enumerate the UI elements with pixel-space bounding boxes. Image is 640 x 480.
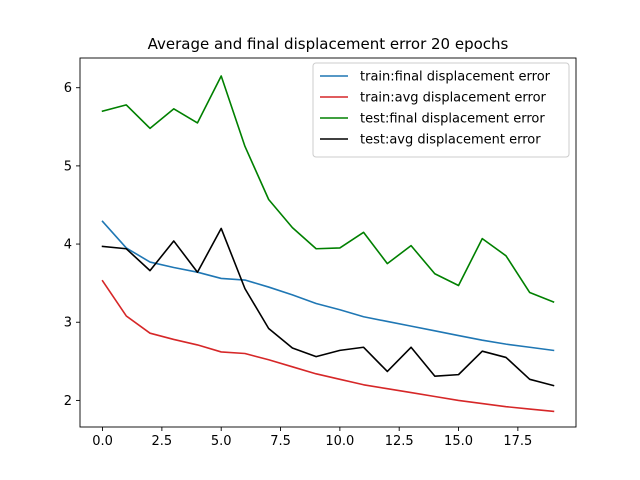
x-tick-label: 12.5 bbox=[385, 434, 414, 449]
axes-layer: 0.0 2.5 5.0 7.5 10.0 12.5 15.0 17.5 2 3 4 5 6 bbox=[64, 57, 577, 449]
chart-title: Average and final displacement error 20 … bbox=[148, 35, 509, 53]
x-tick-label: 15.0 bbox=[444, 434, 473, 449]
y-tick-label: 2 bbox=[64, 394, 72, 409]
series-line-1 bbox=[101, 220, 555, 352]
legend-label: train:avg displacement error bbox=[360, 91, 547, 106]
x-tick-label: 2.5 bbox=[152, 434, 173, 449]
legend-label: test:avg displacement error bbox=[360, 133, 541, 148]
series-layer bbox=[101, 75, 555, 413]
y-tick-label: 4 bbox=[64, 238, 72, 253]
series-line-3 bbox=[101, 75, 555, 303]
x-tick-label: 10.0 bbox=[325, 434, 354, 449]
legend-box bbox=[312, 62, 570, 158]
y-tick-label: 6 bbox=[64, 81, 72, 96]
x-tick-label: 17.5 bbox=[503, 434, 532, 449]
legend: train:final displacement error train:avg … bbox=[312, 62, 570, 158]
x-tick-label: 5.0 bbox=[211, 434, 232, 449]
plot-frame bbox=[79, 57, 577, 428]
legend-label: train:final displacement error bbox=[360, 70, 551, 85]
y-tick-label: 3 bbox=[64, 316, 72, 331]
y-tick-label: 5 bbox=[64, 159, 72, 174]
x-tick-label: 7.5 bbox=[270, 434, 291, 449]
x-tick-label: 0.0 bbox=[92, 434, 113, 449]
series-line-4 bbox=[101, 227, 555, 387]
legend-label: test:final displacement error bbox=[360, 112, 545, 127]
series-line-2 bbox=[101, 279, 555, 413]
